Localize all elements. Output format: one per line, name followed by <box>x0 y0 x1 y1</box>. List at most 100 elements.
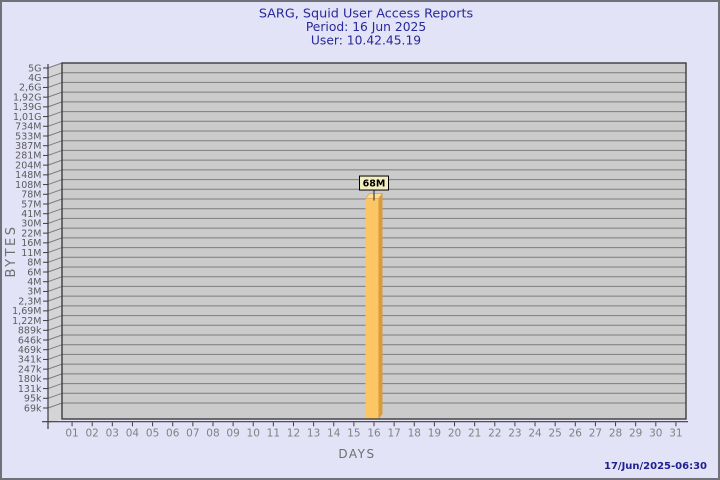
x-day-label: 20 <box>448 428 461 440</box>
x-day-label: 24 <box>528 428 542 440</box>
x-day-label: 08 <box>206 428 219 440</box>
x-axis-title: DAYS <box>338 447 375 461</box>
y-tick-label: 2,3M <box>18 296 41 307</box>
x-day-label: 28 <box>609 428 622 440</box>
y-wall-diagonal <box>47 169 63 176</box>
y-tick-label: 22M <box>21 228 41 239</box>
y-tick-label: 247k <box>18 364 42 375</box>
y-wall-diagonal <box>47 62 63 69</box>
y-wall-diagonal <box>47 81 63 88</box>
y-tick-label: 341k <box>18 355 42 366</box>
y-wall-diagonal <box>47 237 63 244</box>
y-wall-diagonal <box>47 159 63 166</box>
y-wall-diagonal <box>47 247 63 254</box>
x-day-label: 05 <box>146 428 159 440</box>
y-tick-label: 1,69M <box>12 306 41 317</box>
y-wall-diagonal <box>47 91 63 98</box>
x-day-label: 14 <box>327 428 341 440</box>
y-wall-diagonal <box>47 179 63 186</box>
y-axis-title: BYTES <box>4 224 19 277</box>
y-wall-diagonal <box>47 324 63 331</box>
x-day-label: 29 <box>629 428 642 440</box>
y-tick-label: 95k <box>24 394 42 405</box>
y-tick-label: 108M <box>15 180 41 191</box>
y-tick-label: 889k <box>18 326 42 337</box>
y-tick-label: 1,01G <box>13 112 42 123</box>
y-tick-label: 4G <box>28 73 41 84</box>
y-wall-diagonal <box>47 315 63 322</box>
y-tick-label: 4M <box>27 277 41 288</box>
y-wall-diagonal <box>47 276 63 283</box>
y-tick-label: 69k <box>24 403 42 414</box>
y-tick-label: 469k <box>18 345 42 356</box>
y-wall-diagonal <box>47 295 63 302</box>
y-tick-label: 734M <box>15 122 41 133</box>
y-tick-label: 78M <box>21 190 41 201</box>
x-day-label: 02 <box>86 428 99 440</box>
y-tick-label: 8M <box>27 258 41 269</box>
x-day-label: 13 <box>307 428 320 440</box>
y-tick-label: 1,39G <box>13 102 42 113</box>
y-tick-label: 204M <box>15 160 41 171</box>
bars-group: 68M <box>359 175 389 419</box>
y-wall-diagonal <box>47 334 63 341</box>
chart-user-subtitle: User: 10.42.45.19 <box>311 34 421 48</box>
y-tick-label: 1,22M <box>12 316 41 327</box>
y-wall-diagonal <box>47 392 63 399</box>
x-day-label: 04 <box>126 428 140 440</box>
bar-value-label: 68M <box>363 179 386 190</box>
x-day-label: 25 <box>548 428 561 440</box>
y-wall-diagonal <box>47 285 63 292</box>
y-tick-label: 131k <box>18 384 42 395</box>
y-tick-label: 11M <box>21 248 41 259</box>
y-wall-diagonal <box>47 208 63 215</box>
y-tick-label: 1,92G <box>13 92 42 103</box>
x-day-label: 31 <box>669 428 682 440</box>
plot-frame <box>61 62 687 420</box>
y-tick-label: 281M <box>15 151 41 162</box>
y-wall-diagonal <box>47 149 63 156</box>
y-wall-diagonal <box>47 188 63 195</box>
x-day-label: 01 <box>65 428 78 440</box>
y-axis-group: 5G4G2,6G1,92G1,39G1,01G734M533M387M281M2… <box>12 63 48 414</box>
x-day-label: 15 <box>347 428 360 440</box>
y-tick-label: 533M <box>15 131 41 142</box>
chart-title: SARG, Squid User Access Reports <box>259 7 474 22</box>
x-day-label: 19 <box>428 428 441 440</box>
y-wall-diagonal <box>47 402 63 409</box>
x-day-label: 10 <box>247 428 260 440</box>
y-tick-label: 16M <box>21 238 41 249</box>
y-wall-diagonal <box>47 111 63 118</box>
x-day-label: 18 <box>408 428 421 440</box>
y-wall-diagonal <box>47 305 63 312</box>
y-wall-diagonal <box>47 198 63 205</box>
x-day-label: 26 <box>569 428 583 440</box>
y-wall-diagonal <box>47 353 63 360</box>
bar-side <box>378 193 383 419</box>
y-wall-diagonal <box>47 383 63 390</box>
y-wall-diagonal <box>47 130 63 137</box>
y-tick-label: 646k <box>18 335 42 346</box>
x-day-label: 23 <box>508 428 521 440</box>
bar-front <box>365 198 379 419</box>
bar-value-box <box>359 175 389 191</box>
y-tick-label: 3M <box>27 287 41 298</box>
x-day-label: 22 <box>488 428 501 440</box>
y-wall-diagonal <box>47 344 63 351</box>
y-tick-label: 5G <box>28 63 41 74</box>
y-wall-diagonal <box>47 72 63 79</box>
y-wall-diagonal <box>47 256 63 263</box>
x-day-label: 21 <box>468 428 481 440</box>
x-day-label: 06 <box>166 428 180 440</box>
x-day-label: 16 <box>367 428 381 440</box>
y-wall-diagonal <box>47 101 63 108</box>
y-tick-label: 41M <box>21 209 41 220</box>
x-axis-group: 01 02 03 04 05 06 07 08 09 10 11 12 13 14 15 16 17 18 19 20… <box>65 422 683 440</box>
y-tick-label: 148M <box>15 170 41 181</box>
y-wall-diagonal <box>47 227 63 234</box>
x-day-label: 27 <box>589 428 602 440</box>
x-day-label: 12 <box>287 428 300 440</box>
x-day-label: 11 <box>267 428 280 440</box>
